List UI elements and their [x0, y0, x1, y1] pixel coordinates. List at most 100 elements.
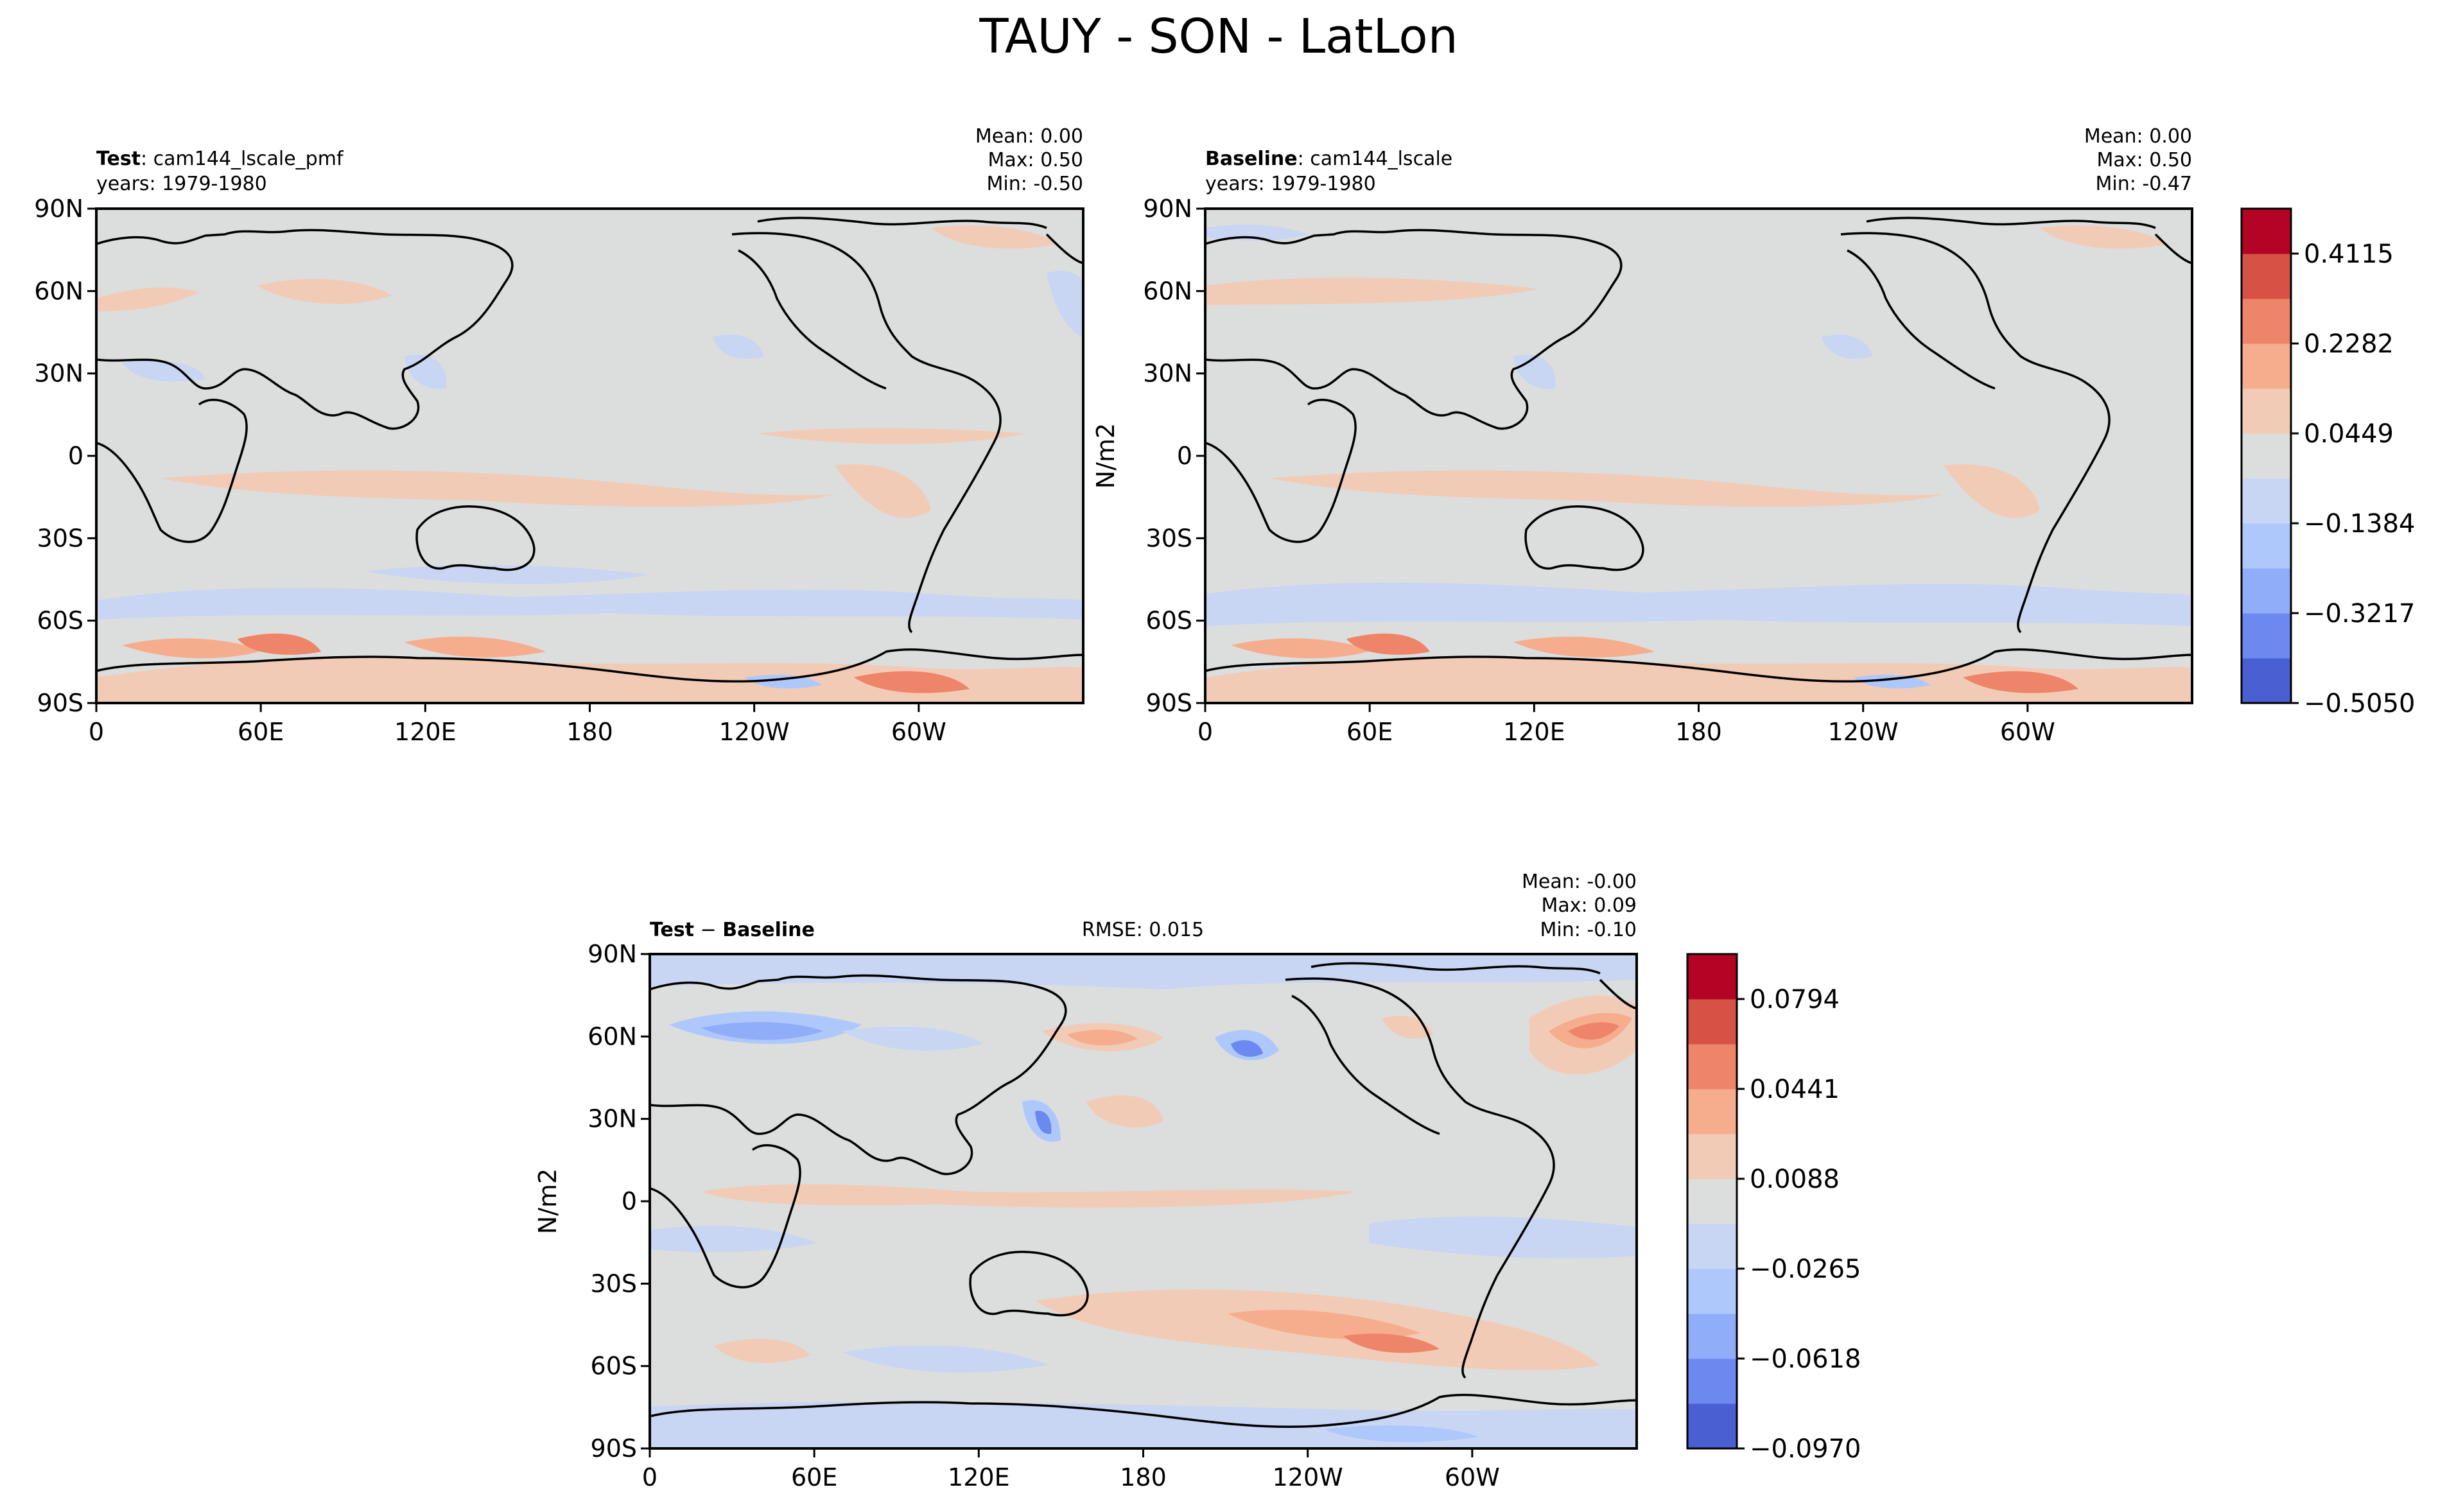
- panel-baseline-contours: [1205, 224, 2192, 703]
- panel-test-field: [96, 209, 1083, 703]
- y-tick-label: 30S: [591, 1269, 637, 1298]
- coastline: [1045, 233, 1083, 265]
- colorbar-frame: [1686, 953, 1738, 1450]
- coastline: [96, 648, 1083, 683]
- anomaly-region: [1047, 270, 1083, 337]
- x-tick-label: 60W: [1445, 1463, 1500, 1491]
- panel-diff-ylabel: N/m2: [534, 1169, 562, 1234]
- panel-baseline-field: [1205, 209, 2192, 703]
- panel-test-label-rest: : cam144_lscale_pmf: [141, 148, 344, 170]
- panel-test-max: Max: 0.50: [988, 149, 1083, 171]
- anomaly-region: [854, 671, 970, 693]
- anomaly-region: [835, 464, 931, 518]
- colorbar-bin: [1687, 1044, 1737, 1090]
- panel-baseline: Baseline: cam144_lscale years: 1979-1980…: [1092, 125, 2193, 746]
- anomaly-region: [758, 428, 1027, 444]
- anomaly-region: [1035, 1111, 1052, 1134]
- colorbar-bin: [1687, 954, 1737, 1000]
- x-tick-label: 120E: [1503, 718, 1565, 746]
- anomaly-region: [366, 565, 649, 584]
- colorbar-bin: [1687, 1134, 1737, 1179]
- colorbar-bin: [2242, 658, 2291, 704]
- x-tick-label: 180: [1675, 718, 1722, 746]
- y-tick-label: 90N: [1143, 195, 1192, 223]
- colorbar-bin: [1687, 1224, 1737, 1269]
- figure-title: TAUY - SON - LatLon: [979, 9, 1458, 64]
- panel-baseline-min: Min: -0.47: [2096, 173, 2193, 195]
- colorbar-bin: [1687, 1089, 1737, 1134]
- panel-test-label: Test: cam144_lscale_pmf: [96, 148, 344, 170]
- x-tick-label: 60E: [1346, 718, 1393, 746]
- x-tick-label: 120E: [948, 1463, 1010, 1491]
- colorbar-tick-label: −0.0265: [1750, 1255, 1861, 1284]
- anomaly-region: [1343, 1334, 1440, 1353]
- anomaly-region: [1231, 638, 1372, 659]
- colorbar-bin: [1687, 1359, 1737, 1404]
- panel-diff-max: Max: 0.09: [1542, 894, 1637, 917]
- anomaly-region: [714, 1339, 810, 1363]
- anomaly-region: [1205, 224, 1308, 241]
- colorbar-bin: [2242, 299, 2291, 344]
- panel-test-background: [96, 209, 1083, 703]
- colorbar-tick-label: −0.0618: [1750, 1344, 1861, 1374]
- x-tick-label: 0: [1197, 718, 1213, 746]
- panel-diff: Test − Baseline RMSE: 0.015 Mean: -0.00 …: [534, 871, 1638, 1491]
- y-tick-label: 60N: [34, 277, 83, 305]
- panel-diff-field: [650, 954, 1637, 1448]
- y-tick-label: 60S: [37, 607, 83, 635]
- anomaly-region: [701, 1184, 1356, 1208]
- coastline: [738, 249, 887, 390]
- panel-test-years: years: 1979-1980: [96, 173, 267, 195]
- anomaly-region: [701, 1021, 823, 1040]
- colorbar-tick-label: −0.5050: [2304, 689, 2415, 718]
- colorbar-tick-label: −0.3217: [2304, 599, 2415, 629]
- anomaly-region: [1269, 470, 1944, 507]
- y-tick-label: 90N: [34, 195, 83, 223]
- colorbar-bin: [2242, 388, 2291, 434]
- colorbar-bin: [2242, 254, 2291, 299]
- coastline: [415, 505, 535, 571]
- anomaly-region: [161, 470, 835, 507]
- x-tick-label: 120W: [1828, 718, 1899, 746]
- y-tick-label: 60S: [591, 1352, 637, 1380]
- panel-baseline-ylabel: N/m2: [1092, 423, 1120, 489]
- y-tick-label: 30N: [1143, 360, 1192, 388]
- colorbar-tick-label: 0.0441: [1750, 1075, 1840, 1104]
- coastline: [1205, 648, 2192, 683]
- coastline: [1291, 995, 1440, 1135]
- panel-baseline-axes: 0 60E 120E 180 120W 60W 90N 60N 30N 0 30S 60S 90S: [1143, 195, 2055, 746]
- anomaly-region: [842, 1345, 1048, 1373]
- colorbar-bin: [2242, 209, 2291, 254]
- anomaly-region: [122, 360, 205, 382]
- x-tick-label: 60W: [891, 718, 946, 746]
- x-tick-label: 180: [566, 718, 613, 746]
- x-tick-label: 60W: [2000, 718, 2055, 746]
- coastline: [1205, 229, 1623, 430]
- colorbar-bin: [1687, 1269, 1737, 1314]
- x-tick-label: 120W: [1273, 1463, 1343, 1491]
- coastline: [1205, 399, 1357, 543]
- anomaly-region: [1822, 335, 1873, 359]
- y-tick-label: 0: [622, 1187, 637, 1215]
- y-tick-label: 60S: [1146, 607, 1192, 635]
- panel-baseline-mean: Mean: 0.00: [2084, 125, 2192, 148]
- anomaly-region: [650, 1225, 817, 1253]
- panel-diff-label-minus: −: [694, 919, 722, 941]
- colorbar-bin: [2242, 523, 2291, 569]
- anomaly-region: [1205, 657, 2192, 703]
- y-tick-label: 60N: [588, 1022, 637, 1050]
- coastline: [1599, 978, 1637, 1010]
- colorbar-diff: 0.0794 0.0441 0.0088 −0.0265 −0.0618 −0.0970: [1686, 953, 1861, 1464]
- colorbar-tick-label: −0.1384: [2304, 509, 2415, 539]
- coastline: [2154, 233, 2192, 265]
- y-tick-label: 90S: [37, 689, 83, 717]
- colorbar-bin: [2242, 343, 2291, 389]
- panel-diff-mean: Mean: -0.00: [1522, 871, 1637, 893]
- coastline: [1847, 249, 1996, 390]
- colorbar-bin: [2242, 613, 2291, 659]
- panel-test-min: Min: -0.50: [987, 173, 1084, 195]
- y-tick-label: 90S: [1146, 689, 1192, 717]
- anomaly-region: [1067, 1029, 1138, 1046]
- anomaly-region: [257, 279, 392, 304]
- panel-diff-coastlines: [650, 962, 1637, 1429]
